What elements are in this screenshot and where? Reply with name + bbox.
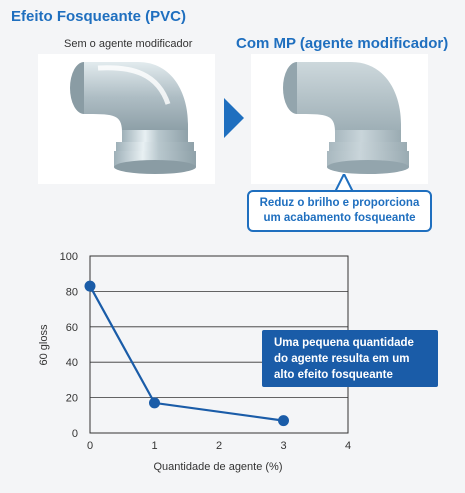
y-tick-label: 20 [66,393,78,405]
note-box: Uma pequena quantidade do agente resulta… [262,330,438,387]
callout-line-1: Reduz o brilho e proporciona [259,197,420,209]
right-panel-title: Com MP (agente modificador) [236,35,449,52]
x-tick-label: 4 [345,440,351,452]
x-tick-label: 1 [151,440,157,452]
callout-box: Reduz o brilho e proporciona um acabamen… [247,190,432,232]
photo-matte-pipe [251,54,428,184]
x-tick-label: 0 [87,440,93,452]
y-axis-label: 60 gloss [38,324,50,365]
series-line [89,285,284,422]
x-tick-labels: 0 1 2 3 4 [87,440,351,452]
note-line-2: do agente resulta em um [274,353,410,365]
y-tick-label: 40 [66,357,78,369]
callout-pointer [335,174,354,193]
y-tick-label: 0 [72,428,78,440]
y-tick-label: 60 [66,322,78,334]
section-title: Efeito Fosqueante (PVC) [11,8,187,25]
x-tick-label: 2 [216,440,222,452]
pipe-elbow-matte-image [283,62,409,174]
y-tick-labels: 0 20 40 60 80 100 [60,251,78,440]
note-line-3: alto efeito fosqueante [274,369,393,381]
note-line-1: Uma pequena quantidade [274,337,414,349]
pipe-elbow-glossy-image [70,62,196,174]
arrow-right-icon [224,98,244,138]
y-tick-label: 100 [60,251,78,263]
x-tick-label: 3 [280,440,286,452]
photo-glossy-pipe [38,54,215,184]
x-axis-label: Quantidade de agente (%) [153,461,282,473]
left-panel-label: Sem o agente modificador [64,38,193,50]
y-tick-label: 80 [66,286,78,298]
data-point [84,280,96,292]
data-point [149,397,160,409]
series-points [84,280,289,427]
data-point [278,415,289,427]
callout-line-2: um acabamento fosqueante [263,212,416,224]
